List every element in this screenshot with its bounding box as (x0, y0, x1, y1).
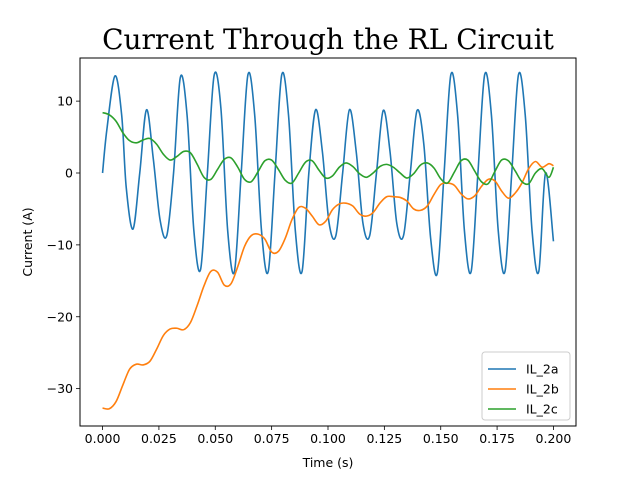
x-tick-label: 0.175 (479, 431, 515, 446)
series-line-il-2a (101, 71, 555, 277)
chart-title: Current Through the RL Circuit (102, 23, 555, 56)
x-axis-ticks: 0.000 0.025 0.050 0.075 0.100 0.125 0.150 0.175… (85, 426, 572, 446)
y-tick-label: 10 (57, 94, 73, 109)
y-tick-label: −30 (47, 381, 73, 396)
x-axis-label: Time (s) (302, 455, 354, 470)
y-tick-label: −10 (47, 237, 73, 252)
y-axis-ticks: −30 −20 −10 0 10 (47, 94, 80, 396)
x-tick-label: 0.100 (310, 431, 346, 446)
y-tick-label: 0 (65, 166, 73, 181)
x-tick-label: 0.125 (366, 431, 402, 446)
series-line-il-2c (102, 111, 555, 186)
x-tick-label: 0.150 (423, 431, 459, 446)
x-tick-label: 0.050 (197, 431, 233, 446)
legend-label: IL_2c (526, 402, 558, 417)
series-layer (101, 71, 555, 410)
x-tick-label: 0.000 (85, 431, 121, 446)
y-tick-label: −20 (47, 309, 73, 324)
x-tick-label: 0.075 (254, 431, 290, 446)
legend: IL_2a IL_2b IL_2c (481, 351, 571, 421)
legend-label: IL_2a (526, 362, 559, 377)
x-tick-label: 0.200 (536, 431, 572, 446)
y-axis-label: Current (A) (20, 207, 35, 276)
legend-label: IL_2b (526, 382, 559, 397)
x-tick-label: 0.025 (141, 431, 177, 446)
series-line-il-2b (102, 160, 554, 410)
